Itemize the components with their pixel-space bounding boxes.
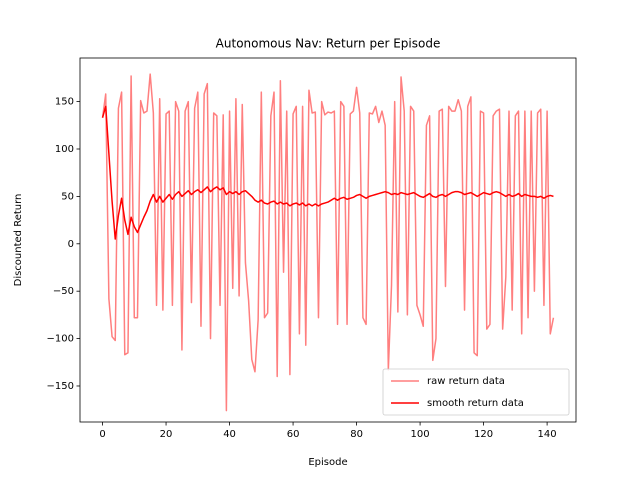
x-axis-label: Episode (308, 457, 347, 468)
x-tick-label: 120 (474, 429, 493, 440)
y-tick-label: 0 (68, 239, 74, 250)
plot-frame (79, 57, 577, 423)
data-line (101, 105, 554, 240)
x-tick-label: 60 (287, 429, 300, 440)
y-tick-label: −50 (53, 286, 74, 297)
legend-label: raw return data (427, 376, 505, 387)
x-tick-label: 80 (350, 429, 363, 440)
y-tick-label: 100 (55, 144, 74, 155)
y-tick-label: −100 (47, 334, 74, 345)
x-tick-label: 0 (99, 429, 105, 440)
y-tick-label: 150 (55, 97, 74, 108)
x-tick-label: 20 (160, 429, 173, 440)
legend-box (382, 368, 570, 416)
data-line (101, 73, 555, 412)
chart-title: Autonomous Nav: Return per Episode (216, 37, 441, 51)
x-tick-label: 140 (538, 429, 557, 440)
y-axis-label: Discounted Return (13, 194, 24, 287)
x-tick-label: 100 (411, 429, 430, 440)
x-tick-label: 40 (223, 429, 236, 440)
legend-label: smooth return data (427, 398, 524, 409)
y-tick-label: −150 (47, 381, 74, 392)
y-tick-label: 50 (61, 191, 74, 202)
